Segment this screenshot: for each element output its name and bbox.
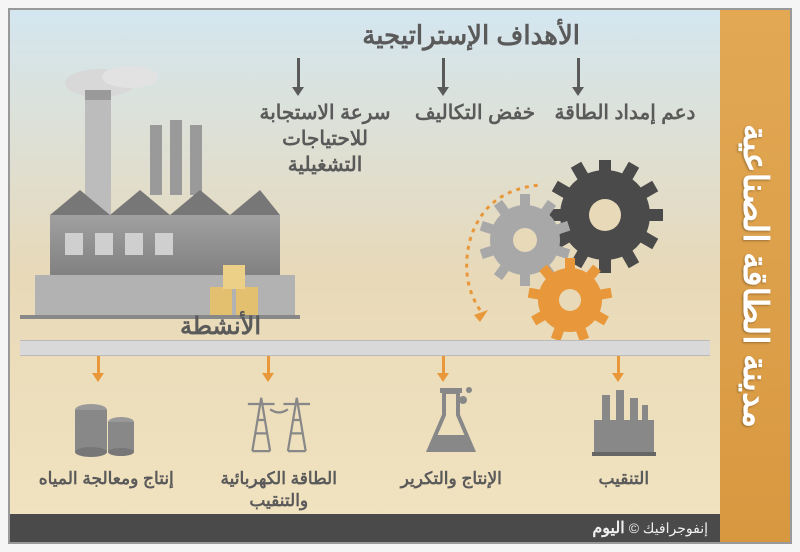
factory-illustration (20, 65, 300, 325)
activity-label: الطاقة الكهربائية والتنقيب (199, 468, 359, 512)
infographic-container: مدينة الطاقة الصناعية الأهداف الإستراتيج… (8, 8, 792, 544)
refinery-icon (584, 380, 664, 460)
activity-item: الطاقة الكهربائية والتنقيب (199, 380, 359, 512)
activity-item: الإنتاج والتكرير (371, 380, 531, 512)
activities-heading: الأنشطة (180, 312, 261, 341)
activity-item: التنقيب (544, 380, 704, 512)
footer-brand: اليوم (592, 518, 624, 538)
activity-label: إنتاج ومعالجة المياه (26, 468, 186, 490)
footer-bar: إنفوجرافيك © اليوم (10, 514, 720, 542)
main-title: مدينة الطاقة الصناعية (735, 124, 775, 428)
activities-row: التنقيب الإنتاج والتكرير (20, 380, 710, 512)
water-tanks-icon (66, 380, 146, 460)
arrow-down-icon (97, 356, 100, 374)
power-towers-icon (239, 380, 319, 460)
arrow-down-icon (442, 58, 445, 88)
footer-credit: إنفوجرافيك © (629, 520, 708, 537)
activity-item: إنتاج ومعالجة المياه (26, 380, 186, 512)
activity-label: الإنتاج والتكرير (371, 468, 531, 490)
arrow-down-icon (267, 356, 270, 374)
arrow-down-icon (617, 356, 620, 374)
content-area: الأهداف الإستراتيجية دعم إمداد الطاقة خف… (10, 10, 720, 514)
title-sidebar: مدينة الطاقة الصناعية (720, 10, 790, 542)
gears-illustration (430, 160, 690, 330)
divider-bar (20, 340, 710, 356)
arrow-down-icon (442, 356, 445, 374)
arrow-down-icon (577, 58, 580, 88)
flask-icon (411, 380, 491, 460)
strategic-goals-heading: الأهداف الإستراتيجية (362, 20, 580, 51)
activity-label: التنقيب (544, 468, 704, 490)
